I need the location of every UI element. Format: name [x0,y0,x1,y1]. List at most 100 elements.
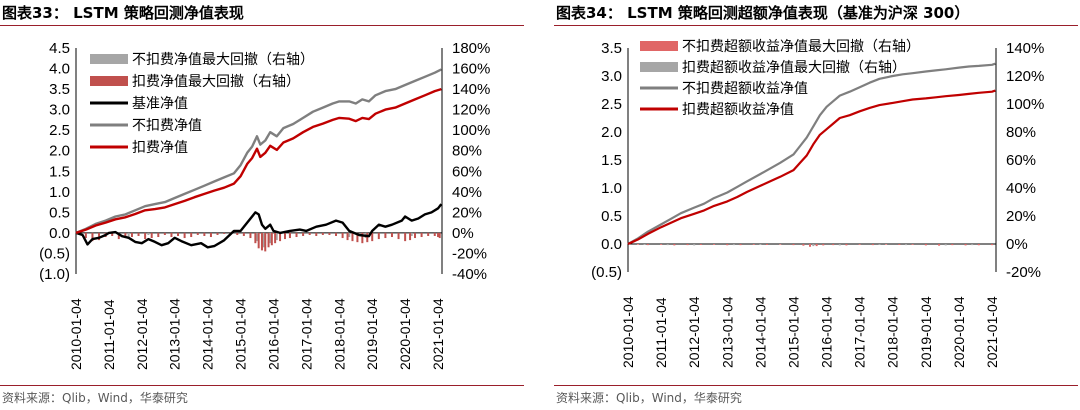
y-left-tick-label: 3.5 [601,40,622,57]
drawdown-bar [878,244,881,245]
drawdown-bar [686,244,689,246]
x-tick-label: 2013-01-04 [719,296,735,368]
drawdown-bar [361,232,364,244]
series-line [627,62,996,245]
drawdown-bar [779,244,782,245]
y-left-tick-label: 4.5 [49,40,70,57]
drawdown-bar [223,232,226,234]
drawdown-bar [822,244,825,246]
drawdown-bar [815,244,818,247]
x-tick-label: 2014-01-04 [200,298,216,370]
drawdown-bar [924,244,927,246]
y-right-tick-label: -20% [1006,264,1041,281]
legend-label: 扣费净值最大回撤（右轴） [132,74,300,90]
chart-title: 图表33： LSTM 策略回测净值表现 [2,4,244,22]
x-tick-label: 2015-01-04 [233,298,249,370]
drawdown-bar [346,232,349,241]
drawdown-bar [437,232,440,238]
chart-34-plot: (0.5) 0.0 0.5 1.0 1.5 2.0 2.5 3.0 3.5 -20% 0% 20% 40… [591,39,1044,368]
drawdown-bar [911,244,914,245]
drawdown-bar [163,232,166,235]
drawdown-bar [938,244,941,246]
drawdown-bar [713,244,716,245]
chart-panel-33: 图表33： LSTM 策略回测净值表现 (1.0) (0.5) 0.0 0.5 1.0 1… [0,0,526,410]
drawdown-bar [203,232,206,236]
x-tick-label: 2017-01-04 [298,298,314,370]
drawdown-bar [147,232,150,235]
drawdown-bar [944,244,947,246]
y-left-tick-label: 3.5 [49,81,70,98]
y-right-tick-label: 140% [1006,40,1044,57]
x-tick-label: 2018-01-04 [885,296,901,368]
drawdown-bar [858,244,861,245]
drawdown-bar [242,232,245,236]
drawdown-bar [397,232,400,240]
drawdown-bar [377,232,380,240]
drawdown-bar [270,232,273,246]
drawdown-bar [809,244,812,247]
legend-swatch [90,76,128,86]
x-tick-label: 2016-01-04 [265,298,281,370]
drawdown-bar [366,232,369,243]
y-left-tick-label: (0.5) [591,264,622,281]
y-left-tick-label: 2.0 [49,143,70,160]
title-rule [0,25,524,26]
chart-panel-34: 图表34： LSTM 策略回测超额净值表现（基准为沪深 300） (0.5) 0.… [554,0,1080,410]
x-tick-label: 2021-01-04 [430,298,446,370]
drawdown-bar [348,232,351,238]
y-right-tick-label: 60% [1006,152,1036,169]
y-right-tick-label: 40% [452,184,482,201]
legend-label: 不扣费净值 [132,118,202,134]
x-tick-label: 2012-01-04 [686,296,702,368]
y-right-tick-label: -40% [452,266,487,283]
x-tick-label: 2019-01-04 [918,296,934,368]
drawdown-bar [254,232,257,244]
drawdown-bar [643,244,646,245]
drawdown-bar [371,232,374,242]
drawdown-bar [812,244,815,247]
legend-label: 扣费超额收益净值 [682,102,794,118]
y-right-tick-label: 80% [1006,124,1036,141]
y-left-tick-label: 1.0 [601,180,622,197]
drawdown-bar [288,232,291,239]
drawdown-bar [284,232,287,240]
drawdown-bar [209,232,212,238]
drawdown-bar [409,232,412,241]
drawdown-bar [845,244,848,246]
drawdown-bar [832,244,835,246]
y-left-tick-label: 1.5 [49,163,70,180]
drawdown-bar [991,244,994,246]
y-left-tick-label: 2.5 [601,96,622,113]
drawdown-bar [321,232,324,235]
drawdown-bar [977,244,980,246]
legend-label: 不扣费超额收益净值 [682,81,808,97]
y-left-tick-label: 3.0 [601,68,622,85]
drawdown-bar [279,232,282,242]
drawdown-bar [792,244,795,246]
drawdown-bar [144,232,147,240]
drawdown-bar [964,244,967,246]
drawdown-bar [196,232,199,235]
y-right-tick-label: 40% [1006,180,1036,197]
drawdown-bar [150,232,153,239]
legend-label: 基准净值 [132,95,188,112]
series-line [75,68,442,235]
x-tick-label: 2020-01-04 [397,298,413,370]
drawdown-bar [117,232,120,240]
source-note: 资料来源：Qlib，Wind，华泰研究 [556,391,742,405]
drawdown-bar [302,232,305,236]
drawdown-bar [904,244,907,246]
y-left-tick-label: 3.0 [49,102,70,119]
drawdown-bar [951,244,954,246]
x-tick-label: 2013-01-04 [167,298,183,370]
series-line [75,87,442,235]
drawdown-bar [739,244,742,246]
source-note: 资料来源：Qlib，Wind，华泰研究 [2,391,188,405]
drawdown-bar [269,232,272,244]
x-tick-label: 2019-01-04 [364,298,380,370]
y-right-tick-label: 120% [1006,68,1044,85]
legend-swatch [90,54,128,64]
y-left-tick-label: 0.5 [49,204,70,221]
drawdown-bar [410,232,413,236]
drawdown-bar [414,232,417,239]
